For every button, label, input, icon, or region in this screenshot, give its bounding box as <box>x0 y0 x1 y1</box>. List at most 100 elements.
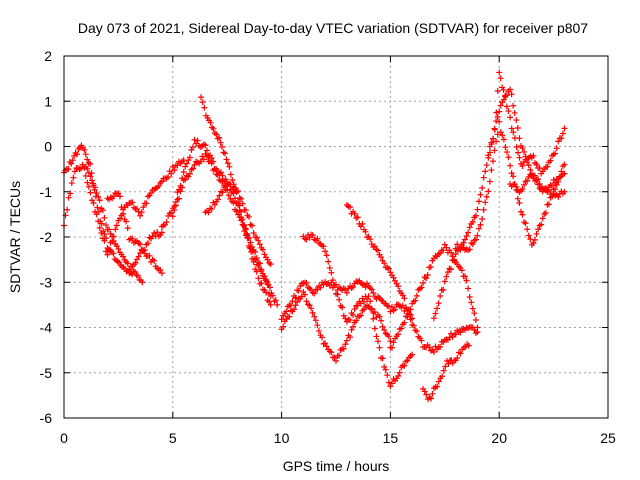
data-point <box>388 303 395 310</box>
data-point <box>64 206 71 213</box>
data-point <box>289 298 296 305</box>
data-point <box>223 156 230 163</box>
data-point <box>410 322 417 329</box>
data-point <box>343 337 350 344</box>
data-point <box>508 91 515 98</box>
data-point <box>474 324 481 331</box>
data-point <box>357 300 364 307</box>
data-point <box>255 262 262 269</box>
data-point <box>370 290 377 297</box>
data-point <box>561 125 568 132</box>
data-point <box>437 343 444 350</box>
x-tick-label: 0 <box>60 430 68 446</box>
data-point <box>474 206 481 213</box>
data-point <box>423 391 430 398</box>
data-point <box>81 146 88 153</box>
data-point <box>376 313 383 320</box>
data-point <box>494 87 501 94</box>
data-point <box>448 330 455 337</box>
data-point <box>494 131 501 138</box>
data-point <box>434 383 441 390</box>
data-point <box>465 229 472 236</box>
data-point <box>259 246 266 253</box>
data-point <box>480 206 487 213</box>
data-point <box>445 360 452 367</box>
data-point <box>239 221 246 228</box>
data-point <box>399 292 406 299</box>
data-point <box>552 186 559 193</box>
data-point <box>272 297 279 304</box>
data-point <box>396 369 403 376</box>
data-point <box>469 241 476 248</box>
data-point <box>409 351 416 358</box>
data-point <box>331 282 338 289</box>
data-point <box>521 181 528 188</box>
data-point <box>488 140 495 147</box>
series-track-7 <box>198 94 281 308</box>
data-point <box>496 69 503 76</box>
data-point <box>176 195 183 202</box>
data-point <box>381 326 388 333</box>
data-point <box>109 237 116 244</box>
data-point <box>468 299 475 306</box>
data-point <box>479 184 486 191</box>
x-tick-labels: 0 5 10 15 20 25 <box>60 430 616 446</box>
data-point <box>499 132 506 139</box>
data-point <box>134 272 141 279</box>
data-point <box>222 176 229 183</box>
data-point <box>466 246 473 253</box>
data-point <box>536 180 543 187</box>
data-point <box>542 209 549 216</box>
data-point <box>230 199 237 206</box>
data-point <box>139 279 146 286</box>
y-tick-label: 2 <box>44 48 52 64</box>
data-point <box>258 280 265 287</box>
data-point <box>68 160 75 167</box>
data-point <box>325 258 332 265</box>
data-point <box>441 278 448 285</box>
data-point <box>68 180 75 187</box>
data-point <box>143 200 150 207</box>
data-point <box>510 173 517 180</box>
data-point <box>379 355 386 362</box>
data-point <box>475 225 482 232</box>
data-point <box>350 323 357 330</box>
data-point <box>137 212 144 219</box>
data-point <box>311 290 318 297</box>
data-point <box>493 118 500 125</box>
data-point <box>428 395 435 402</box>
data-point <box>378 317 385 324</box>
data-point <box>407 316 414 323</box>
data-point <box>351 306 358 313</box>
data-point <box>485 154 492 161</box>
data-point <box>191 136 198 143</box>
data-point <box>219 178 226 185</box>
data-point <box>208 124 215 131</box>
data-point <box>286 313 293 320</box>
data-point <box>280 323 287 330</box>
data-point <box>120 206 127 213</box>
data-point <box>95 218 102 225</box>
data-point <box>110 193 117 200</box>
data-point <box>308 305 315 312</box>
data-point <box>533 230 540 237</box>
data-point <box>322 248 329 255</box>
data-point <box>132 259 139 266</box>
data-point <box>227 171 234 178</box>
data-point <box>98 220 105 227</box>
data-point <box>350 284 357 291</box>
data-point <box>442 363 449 370</box>
data-point <box>249 255 256 262</box>
data-point <box>168 209 175 216</box>
series-track-8 <box>202 179 274 308</box>
data-point <box>267 261 274 268</box>
data-point <box>351 210 358 217</box>
data-point <box>373 333 380 340</box>
data-point <box>312 317 319 324</box>
data-point <box>140 204 147 211</box>
data-point <box>62 212 69 219</box>
data-point <box>129 199 136 206</box>
data-point <box>381 260 388 267</box>
data-point <box>477 221 484 228</box>
data-point <box>126 266 133 273</box>
